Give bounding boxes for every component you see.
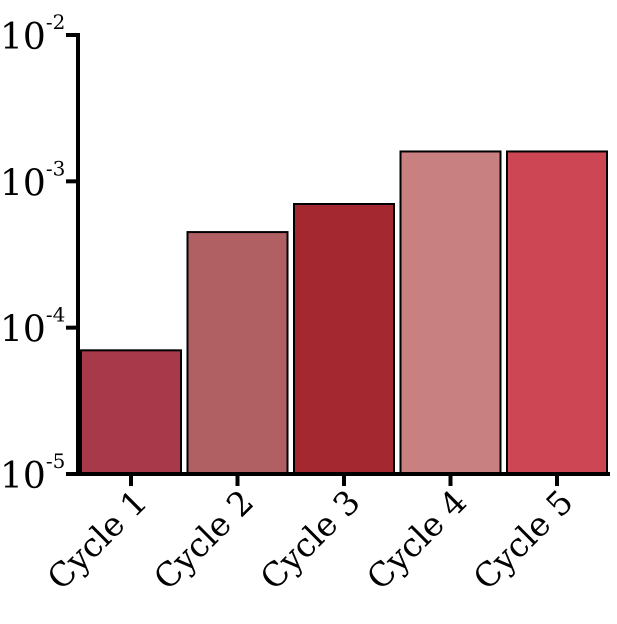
y-tick-exponent: -4 xyxy=(46,303,65,327)
x-tick-label: Cycle 1 xyxy=(39,482,154,597)
x-tick-label: Cycle 5 xyxy=(465,482,580,597)
y-tick-base: 10 xyxy=(0,163,46,204)
x-tick-label: Cycle 4 xyxy=(359,482,474,597)
bar-5 xyxy=(506,150,608,475)
bars-group xyxy=(80,150,608,476)
y-tick-label: 10-5 xyxy=(0,449,65,497)
y-tick-exponent: -2 xyxy=(46,10,65,34)
y-tick-label: 10-4 xyxy=(0,303,65,351)
y-tick-base: 10 xyxy=(0,310,46,351)
y-ticks-group: 10-510-410-310-2 xyxy=(0,10,78,497)
y-tick-label: 10-3 xyxy=(0,156,65,204)
x-tick-label: Cycle 3 xyxy=(252,482,367,597)
bar-2 xyxy=(186,231,289,475)
bar-3 xyxy=(293,203,395,476)
bar-1 xyxy=(80,349,182,475)
y-tick-base: 10 xyxy=(0,456,46,497)
y-tick-base: 10 xyxy=(0,17,46,58)
y-tick-exponent: -5 xyxy=(46,449,65,473)
y-tick-exponent: -3 xyxy=(46,156,65,180)
y-tick-label: 10-2 xyxy=(0,10,65,58)
bar-4 xyxy=(399,150,502,475)
x-tick-label: Cycle 2 xyxy=(146,482,261,597)
